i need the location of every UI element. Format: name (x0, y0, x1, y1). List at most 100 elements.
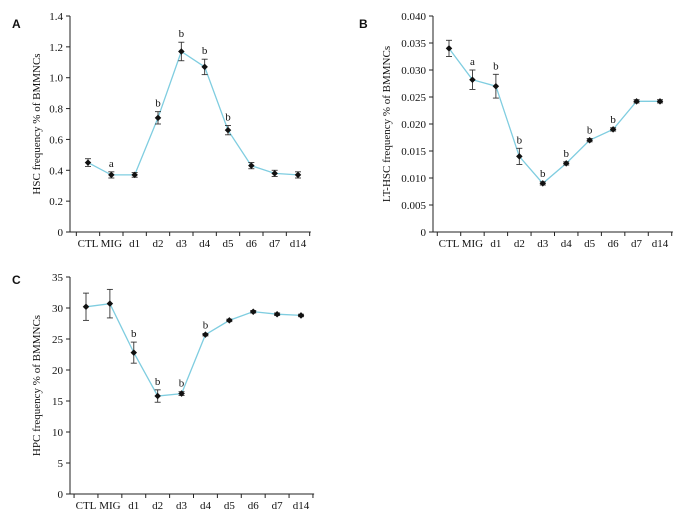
x-tick-label: d1 (490, 238, 501, 250)
significance-label: b (517, 134, 523, 146)
y-tick-label: 0.2 (49, 196, 63, 208)
y-axis-label: HPC frequency % of BMMNCs (31, 315, 43, 456)
significance-label: b (202, 45, 208, 57)
y-tick-label: 0.010 (401, 173, 426, 185)
x-tick-label: d3 (176, 238, 188, 250)
y-tick-label: 0.025 (401, 92, 426, 104)
data-point (271, 170, 278, 177)
y-tick-label: 0.4 (49, 165, 63, 177)
x-tick-label: d7 (269, 238, 281, 250)
y-tick-label: 0.8 (49, 104, 63, 116)
x-tick-label: d4 (200, 500, 212, 512)
x-tick-label: d14 (293, 500, 310, 512)
data-point (226, 317, 233, 324)
x-tick-label: d5 (224, 500, 236, 512)
y-axis-label: LT-HSC frequency % of BMMNCs (381, 46, 393, 202)
data-point (178, 390, 185, 397)
data-point (248, 162, 255, 169)
x-tick-label: d5 (223, 238, 235, 250)
y-tick-label: 20 (52, 365, 64, 377)
data-point (106, 300, 114, 307)
data-point (469, 76, 476, 83)
chart-panel-a: A 0 0.2 0.4 0.6 0.8 1.0 1.2 1.4 CTL MIG d1 d2 d3 d4 d5 d… (12, 11, 311, 250)
x-tick-label: d6 (248, 500, 260, 512)
x-tick-label: CTL (76, 500, 97, 512)
series-line (85, 302, 302, 397)
x-tick-label: d4 (199, 238, 211, 250)
data-point (249, 308, 257, 315)
x-tick-label: d1 (129, 238, 140, 250)
significance-label: b (563, 148, 569, 160)
significance-label: b (131, 328, 137, 340)
x-tick-label: d6 (608, 238, 620, 250)
y-tick-label: 35 (52, 272, 64, 284)
significance-label: a (109, 158, 114, 170)
y-tick-label: 0.040 (401, 11, 426, 23)
data-point (202, 331, 209, 338)
data-point (656, 98, 664, 105)
data-point (154, 392, 161, 400)
x-tick-label: d2 (152, 500, 163, 512)
x-tick-label: CTL (78, 238, 99, 250)
x-tick-label: MIG (101, 238, 122, 250)
data-point (297, 312, 305, 319)
series-line (87, 50, 299, 176)
x-tick-label: d2 (153, 238, 164, 250)
y-tick-label: 0.035 (401, 38, 426, 50)
data-point (492, 82, 500, 90)
x-tick-label: d3 (176, 500, 188, 512)
x-tick-label: d2 (514, 238, 525, 250)
panel-letter: B (359, 17, 368, 31)
significance-label: b (179, 378, 185, 390)
data-point (82, 303, 90, 311)
data-point (154, 114, 162, 122)
significance-label: b (155, 98, 161, 110)
data-point (84, 159, 92, 166)
panel-letter: A (12, 17, 21, 31)
significance-label: b (587, 125, 593, 137)
data-point (562, 160, 570, 167)
significance-label: b (225, 112, 231, 124)
significance-label: b (203, 319, 209, 331)
y-tick-label: 1.2 (49, 42, 63, 54)
x-tick-label: d14 (290, 238, 307, 250)
y-tick-label: 0.015 (401, 146, 426, 158)
y-tick-label: 0.005 (401, 200, 426, 212)
data-point (516, 153, 523, 160)
y-tick-label: 0 (58, 227, 64, 239)
significance-label: b (155, 376, 161, 388)
significance-label: b (493, 60, 499, 72)
y-tick-label: 5 (58, 458, 64, 470)
y-axis-label: HSC frequency % of BMMNCs (31, 53, 43, 194)
data-point (201, 63, 208, 71)
data-point (273, 310, 281, 318)
y-tick-label: 15 (52, 396, 64, 408)
significance-label: a (470, 56, 475, 68)
chart-panel-c: C 0 5 10 15 20 25 30 35 CTL MIG d1 d2 d3 d4 d5 d6 d7 d14 HP… (12, 272, 315, 512)
series-line (448, 48, 660, 185)
significance-label: b (540, 168, 546, 180)
y-tick-label: 0.6 (49, 134, 63, 146)
x-tick-label: d14 (652, 238, 669, 250)
y-tick-label: 0.020 (401, 119, 426, 131)
y-tick-label: 0.030 (401, 65, 426, 77)
x-tick-label: d5 (584, 238, 596, 250)
x-tick-label: d1 (128, 500, 139, 512)
x-tick-label: d7 (631, 238, 643, 250)
y-tick-label: 10 (52, 427, 64, 439)
x-tick-label: MIG (462, 238, 483, 250)
data-point (108, 171, 115, 179)
data-point (224, 126, 232, 134)
x-tick-label: MIG (99, 500, 120, 512)
significance-label: b (610, 114, 616, 126)
y-tick-label: 0 (421, 227, 427, 239)
x-tick-label: CTL (439, 238, 460, 250)
chart-panel-b: B 0 0.005 0.010 0.015 0.020 0.025 0.030 0.035 0.0… (359, 11, 673, 250)
significance-label: b (179, 28, 185, 40)
x-tick-label: d4 (561, 238, 573, 250)
y-tick-label: 1.4 (49, 11, 63, 23)
x-tick-label: d6 (246, 238, 258, 250)
x-tick-label: d3 (537, 238, 549, 250)
data-point (539, 180, 547, 187)
